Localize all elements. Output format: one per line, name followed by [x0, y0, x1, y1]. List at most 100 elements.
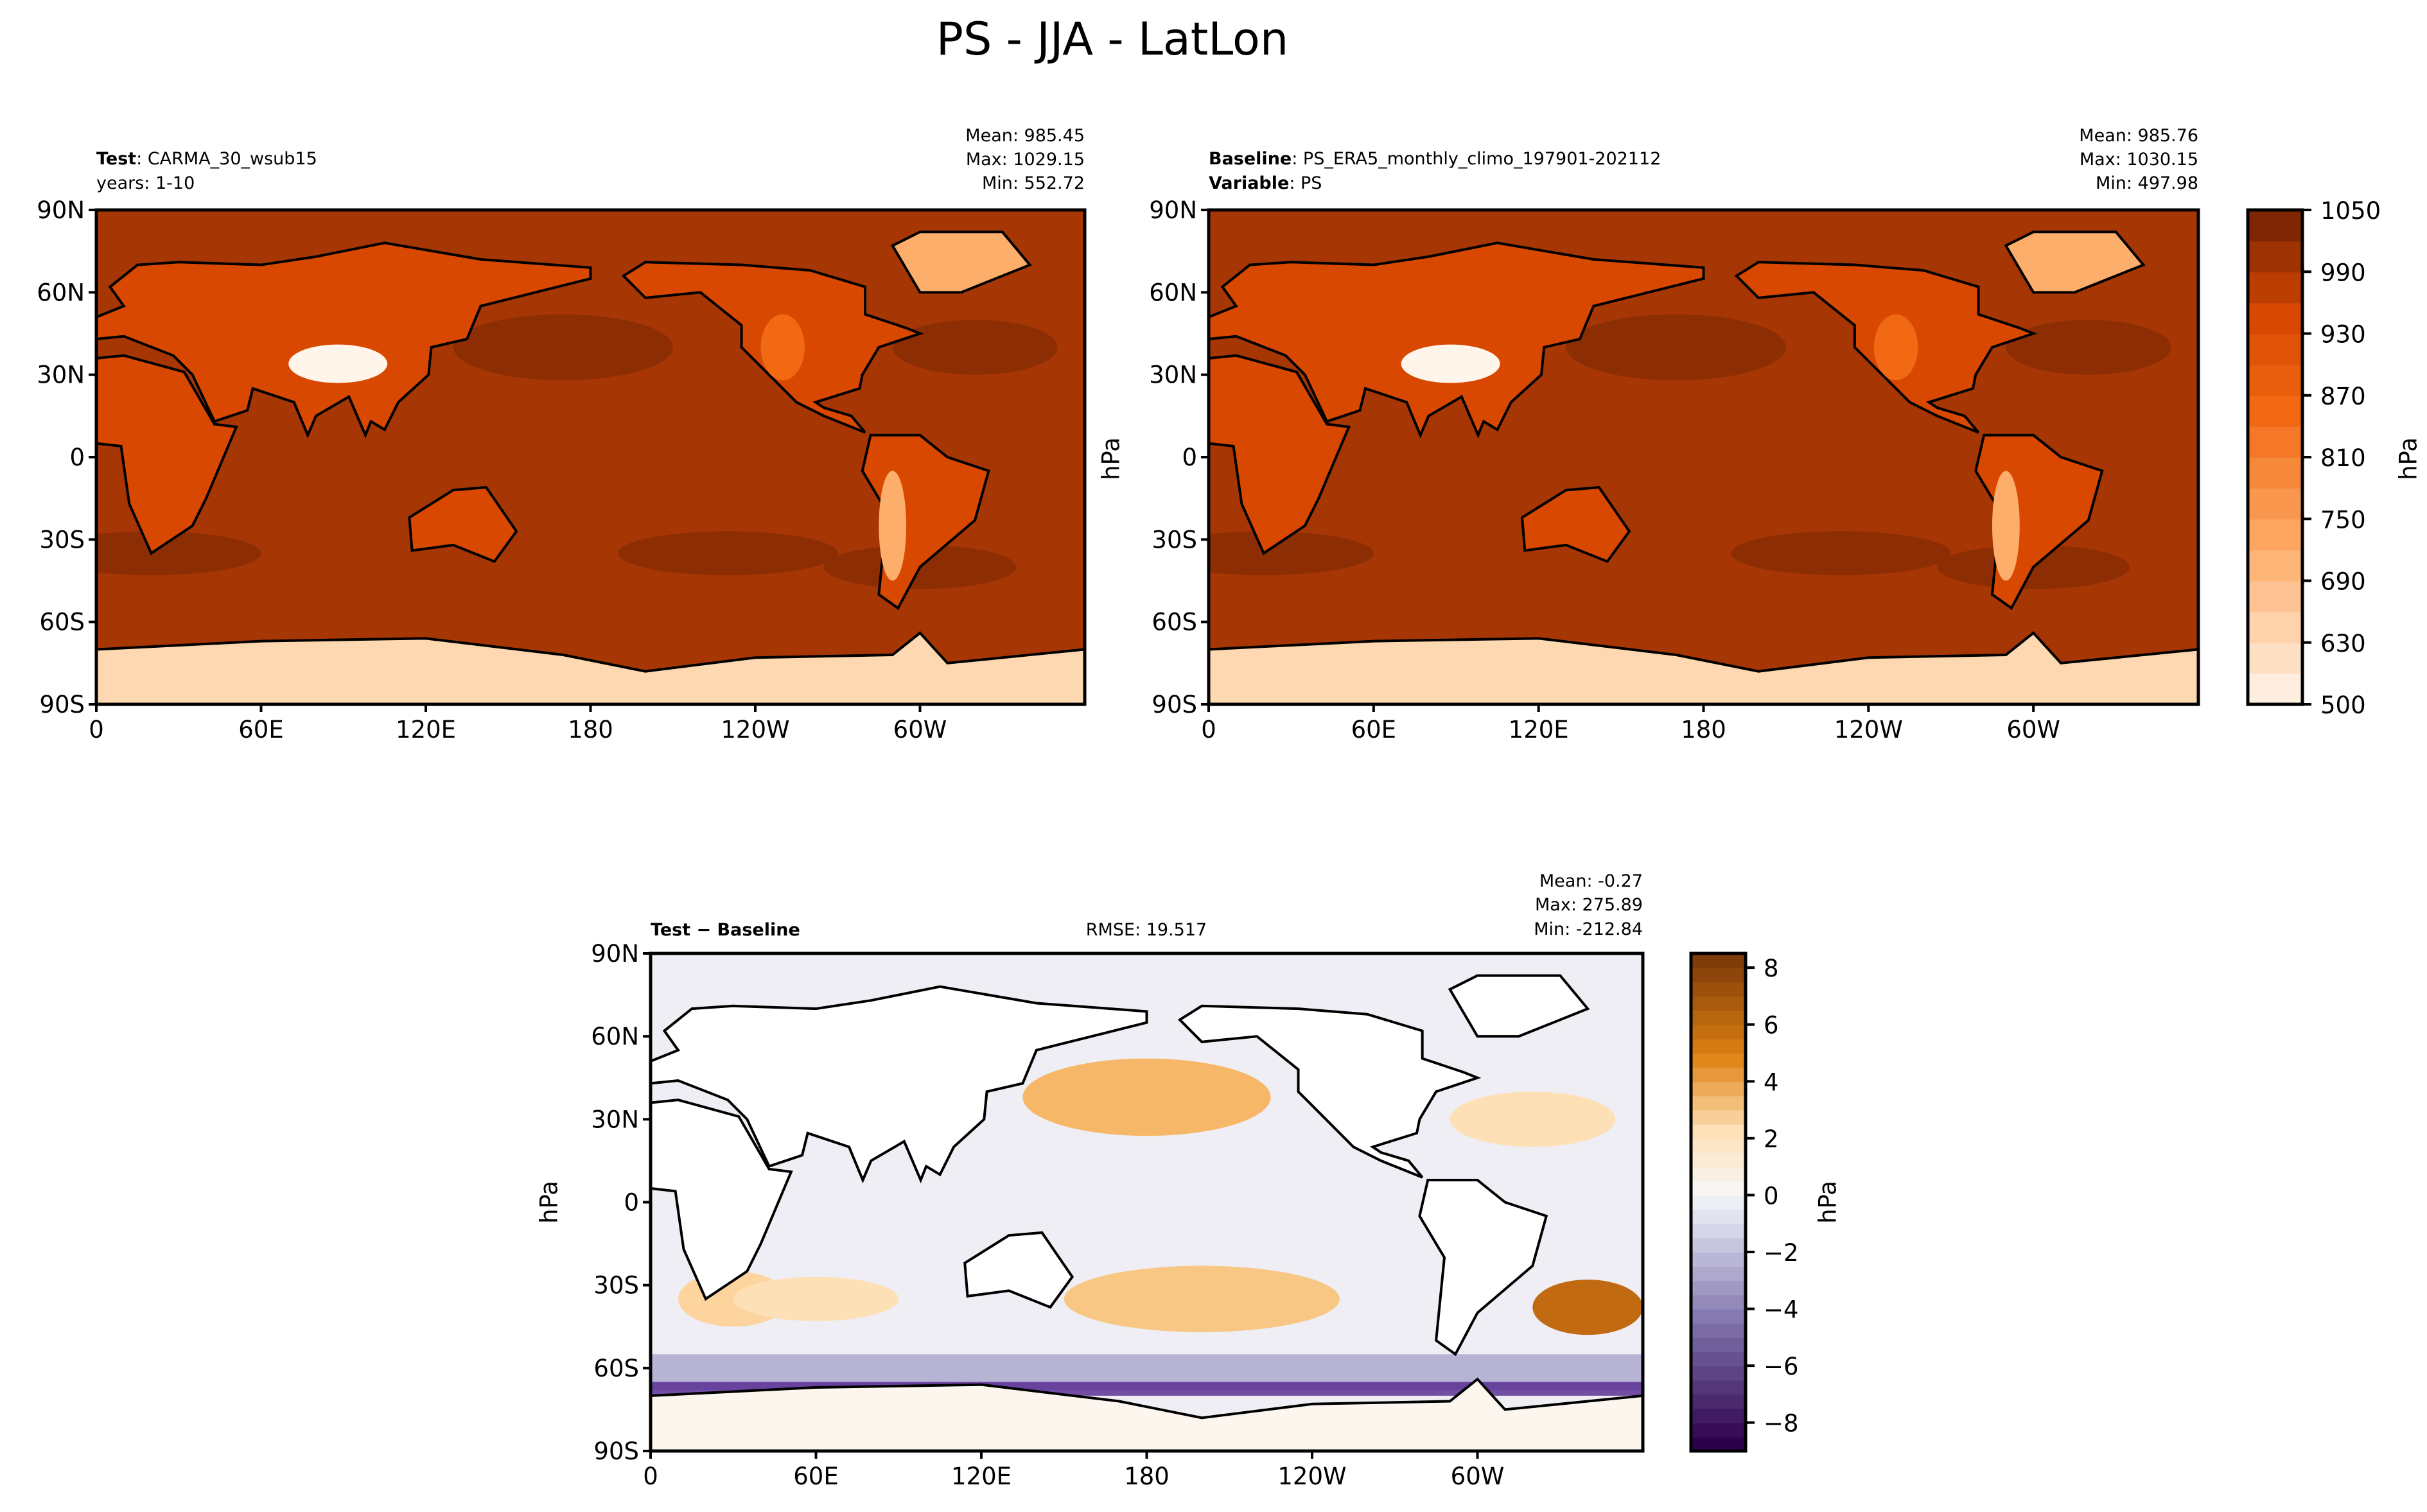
lat-tick-label: 90N [1149, 196, 1197, 224]
anomaly-region [1450, 1091, 1616, 1147]
colorbar-tick-label: 2 [1764, 1125, 1779, 1153]
colorbar-tick-label: 0 [1764, 1182, 1779, 1210]
diff-min: Min: -212.84 [1534, 919, 1643, 939]
continent-greenland [2004, 230, 2146, 294]
andes [879, 471, 907, 581]
colorbar-band [2248, 272, 2302, 304]
colorbar-band [1691, 1394, 1746, 1409]
lat-tick-label: 30S [593, 1272, 639, 1299]
continent-namerica [1177, 1004, 1482, 1179]
colorbar-tick-label: −2 [1764, 1239, 1799, 1267]
colorbar-band [2248, 673, 2302, 705]
colorbar-band [2248, 395, 2302, 427]
colorbar-band [2248, 611, 2302, 643]
colorbar-tick-label: 930 [2320, 321, 2366, 349]
baseline-map-field [1209, 210, 2198, 704]
bottom-colorbar: 8 6 4 2 0 −2 −4 −6 −8 [1689, 952, 1799, 1453]
colorbar-band [1691, 953, 1746, 969]
continent-africa [96, 354, 238, 555]
high-pressure-region [892, 320, 1058, 375]
continent-antarctica [651, 1377, 1643, 1451]
baseline-min: Min: 497.98 [2095, 173, 2198, 193]
diff-label: Test − Baseline [651, 920, 800, 940]
andes [1992, 471, 2020, 581]
colorbar-band [1691, 1422, 1746, 1438]
lat-tick-label: 60N [591, 1023, 639, 1050]
lat-tick-label: 60S [593, 1355, 639, 1382]
colorbar-band [2248, 488, 2302, 520]
high-pressure-region [618, 531, 838, 575]
baseline-variable: Variable: PS [1209, 173, 1322, 193]
continent-africa [1209, 354, 1351, 555]
colorbar-band [2248, 210, 2302, 242]
colorbar-band [1691, 1337, 1746, 1352]
lon-tick-label: 180 [1681, 716, 1726, 743]
colorbar-band [1691, 1095, 1746, 1111]
tibetan-plateau [1401, 344, 1500, 383]
colorbar-band [1691, 1252, 1746, 1267]
rocky-mountains [1873, 314, 1918, 381]
colorbar-band [1691, 1024, 1746, 1039]
lon-tick-label: 120W [1277, 1463, 1346, 1490]
diff-mean: Mean: -0.27 [1539, 871, 1643, 891]
lat-tick-label: 30N [591, 1106, 639, 1133]
colorbar-band [1691, 1081, 1746, 1097]
continent-greenland [1448, 974, 1590, 1038]
lon-tick-label: 60E [1351, 716, 1396, 743]
lon-tick-label: 60W [893, 716, 947, 743]
colorbar-band [1691, 1408, 1746, 1423]
lat-tick-label: 30S [1152, 526, 1197, 553]
lat-tick-label: 30N [37, 361, 85, 389]
lon-tick-label: 60W [2006, 716, 2060, 743]
lon-tick-label: 180 [1124, 1463, 1170, 1490]
colorbar-band [2248, 364, 2302, 396]
lon-tick-label: 120E [396, 716, 456, 743]
test-years: years: 1-10 [96, 173, 195, 193]
colorbar-band [1691, 1010, 1746, 1025]
tibetan-plateau [288, 344, 388, 383]
colorbar-band [1691, 1152, 1746, 1168]
continent-australia [963, 1231, 1074, 1309]
colorbar-band [1691, 1237, 1746, 1253]
figure-title: PS - JJA - LatLon [936, 13, 1289, 65]
colorbar-tick-label: 870 [2320, 383, 2366, 410]
high-pressure-region [2006, 320, 2171, 375]
colorbar-tick-label: −8 [1764, 1410, 1799, 1438]
variable-label-bold: Variable [1209, 173, 1290, 193]
colorbar-band [2248, 519, 2302, 551]
colorbar-band [1691, 1109, 1746, 1125]
anomaly-region [1022, 1058, 1271, 1136]
lon-tick-label: 60E [238, 716, 283, 743]
lon-tick-label: 60E [793, 1463, 838, 1490]
continent-samerica [1418, 1179, 1548, 1357]
colorbar-band [1691, 1380, 1746, 1395]
colorbar-band [1691, 1308, 1746, 1324]
colorbar-band [2248, 426, 2302, 458]
anomaly-region [1064, 1265, 1340, 1332]
lon-tick-label: 0 [1201, 716, 1216, 743]
test-map-field [96, 210, 1085, 704]
colorbar-tick-label: 6 [1764, 1012, 1779, 1039]
colorbar-tick-label: 990 [2320, 259, 2366, 286]
colorbar-band [2248, 241, 2302, 273]
colorbar-tick-label: 4 [1764, 1068, 1779, 1096]
lat-tick-label: 60N [37, 279, 85, 306]
lat-tick-label: 60S [39, 609, 85, 636]
test-min: Min: 552.72 [981, 173, 1085, 193]
continent-australia [408, 485, 518, 563]
colorbar-band [1691, 1124, 1746, 1139]
colorbar-band [2248, 642, 2302, 674]
colorbar-tick-label: 810 [2320, 444, 2366, 472]
anomaly-region [1532, 1280, 1643, 1335]
diff-map-field [651, 953, 1643, 1451]
colorbar-band [1691, 1038, 1746, 1054]
lat-tick-label: 30S [39, 526, 85, 553]
colorbar-tick-label: −4 [1764, 1296, 1799, 1324]
colorbar-tick-label: 750 [2320, 506, 2366, 534]
colorbar-band [1691, 1195, 1746, 1210]
test-label-bold: Test [96, 149, 137, 169]
baseline-label: Baseline: PS_ERA5_monthly_climo_197901-2… [1209, 149, 1661, 169]
lat-tick-label: 0 [69, 444, 85, 471]
